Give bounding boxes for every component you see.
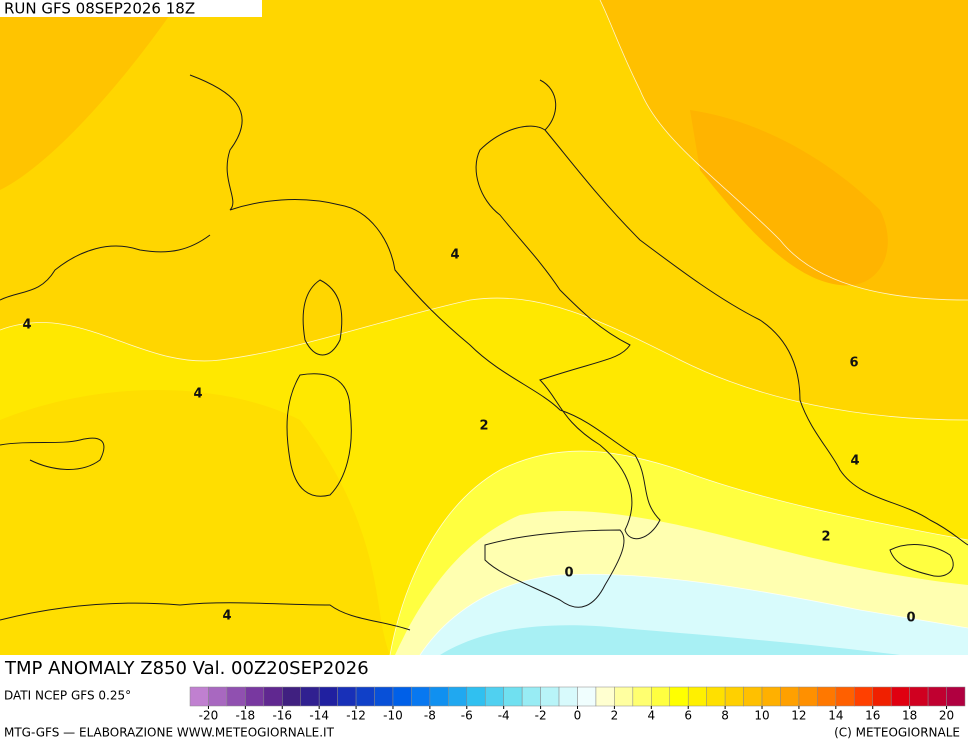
colorbar-cell	[706, 686, 726, 707]
contour-label: 2	[821, 530, 830, 545]
colorbar-cell	[318, 686, 338, 707]
colorbar-cell	[355, 686, 375, 707]
colorbar-tick-label: -4	[498, 709, 510, 723]
colorbar-cell	[245, 686, 265, 707]
colorbar-cell	[374, 686, 394, 707]
colorbar-cell	[595, 686, 615, 707]
colorbar-cell	[632, 686, 652, 707]
contour-label: 4	[22, 318, 31, 333]
colorbar-cell	[411, 686, 431, 707]
colorbar-cell	[577, 686, 597, 707]
colorbar-cell	[558, 686, 578, 707]
colorbar-cell	[503, 686, 523, 707]
colorbar-tick-label: 2	[611, 709, 619, 723]
colorbar-cell	[798, 686, 818, 707]
colorbar-cell	[669, 686, 689, 707]
contour-label: 0	[564, 566, 573, 581]
colorbar-tick-label: 8	[721, 709, 729, 723]
colorbar-tick-label: -18	[236, 709, 256, 723]
colorbar-cell	[854, 686, 873, 707]
colorbar-cell	[448, 686, 468, 707]
anomaly-field	[0, 0, 968, 656]
colorbar-cell	[890, 686, 910, 707]
colorbar-tick-label: -6	[461, 709, 473, 723]
contour-label: 4	[222, 609, 231, 624]
colorbar-tick-label: 0	[574, 709, 582, 723]
colorbar-tick-label: 18	[902, 709, 917, 723]
colorbar-tick-label: -16	[272, 709, 292, 723]
colorbar-cell	[909, 686, 929, 707]
colorbar-cell	[724, 686, 744, 707]
colorbar-cell	[208, 686, 228, 707]
colorbar-cell	[484, 686, 504, 707]
contour-label: 6	[849, 356, 858, 371]
copyright-label: (C) METEOGIORNALE	[834, 726, 960, 740]
credit-label: MTG-GFS — ELABORAZIONE WWW.METEOGIORNALE…	[4, 726, 335, 740]
colorbar-tick-label: -14	[309, 709, 329, 723]
colorbar-tick-label: 4	[647, 709, 655, 723]
contour-label: 0	[906, 611, 915, 626]
coastlines	[0, 74, 968, 631]
colorbar-tick-label: 14	[828, 709, 843, 723]
colorbar-cell	[614, 686, 634, 707]
colorbar-cell	[743, 686, 763, 707]
colorbar-cell	[226, 686, 246, 707]
colorbar-tick-label: 20	[939, 709, 954, 723]
colorbar-tick-label: -2	[535, 709, 547, 723]
colorbar-cell	[429, 686, 449, 707]
colorbar-tick-label: 12	[791, 709, 806, 723]
run-label: RUN GFS 08SEP2026 18Z	[4, 0, 195, 18]
header-box	[0, 0, 262, 17]
contour-label: 4	[450, 248, 459, 263]
colorbar-cell	[761, 686, 781, 707]
colorbar-cell	[282, 686, 301, 707]
colorbar-cell	[835, 686, 855, 707]
colorbar-tick-label: -20	[199, 709, 219, 723]
colorbar-cell	[466, 686, 486, 707]
colorbar-cell	[337, 686, 357, 707]
colorbar-tick-label: -12	[346, 709, 366, 723]
contour-labels: 4 4 4 2 6 4 2 0 0 4	[22, 248, 915, 626]
colorbar-cell	[189, 686, 209, 707]
colorbar-tick-label: -10	[383, 709, 403, 723]
source-label: DATI NCEP GFS 0.25°	[4, 689, 131, 703]
colorbar-cell	[872, 686, 892, 707]
map-title: TMP ANOMALY Z850 Val. 00Z20SEP2026	[4, 658, 369, 679]
contour-label: 2	[479, 419, 488, 434]
colorbar-cell	[946, 686, 966, 707]
title-box	[0, 655, 438, 683]
colorbar-cell	[540, 686, 560, 707]
colorbar-cell	[651, 686, 671, 707]
colorbar-tick-label: 16	[865, 709, 880, 723]
colorbar-cell	[687, 686, 707, 707]
contour-label: 4	[193, 387, 202, 402]
colorbar-cell	[392, 686, 412, 707]
colorbar-cell	[300, 686, 320, 707]
colorbar-cell	[263, 686, 283, 707]
colorbar-tick-label: 10	[754, 709, 769, 723]
colorbar-tick-label: -8	[424, 709, 436, 723]
colorbar-cell	[780, 686, 800, 707]
contour-label: 4	[850, 454, 859, 469]
colorbar-cell	[521, 686, 541, 707]
colorbar-cell	[817, 686, 837, 707]
colorbar-tick-label: 6	[684, 709, 692, 723]
colorbar-cell	[927, 686, 947, 707]
colorbar: -20 -18 -16 -14 -12 -10 -8 -6 -4 -2 0 2 4 6 8 10 12 14 16 1…	[189, 686, 966, 723]
